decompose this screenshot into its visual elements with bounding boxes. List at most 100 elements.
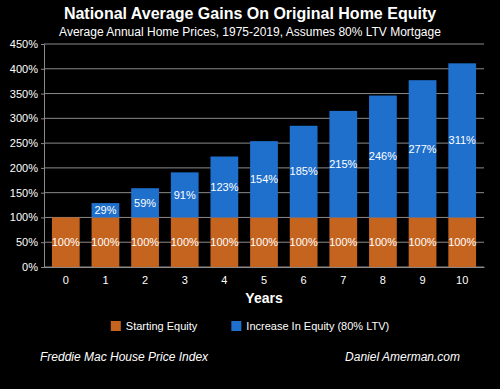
- y-tick: 0%: [22, 261, 44, 273]
- y-tick: 50%: [16, 236, 44, 248]
- data-label: 100%: [329, 236, 357, 248]
- y-tick-mark: [41, 217, 44, 218]
- x-tick-label: 0: [63, 274, 69, 286]
- y-tick: 250%: [10, 137, 44, 149]
- x-tick: 5: [261, 274, 267, 286]
- y-tick-mark: [41, 168, 44, 169]
- bar: [409, 217, 437, 267]
- bar: [131, 188, 159, 217]
- y-tick: 350%: [10, 88, 44, 100]
- bar: [448, 217, 476, 267]
- y-tick: 200%: [10, 162, 44, 174]
- chart: National Average Gains On Original Home …: [0, 0, 500, 389]
- x-tick-label: 8: [380, 274, 386, 286]
- bar: [92, 217, 120, 267]
- data-label: 246%: [369, 150, 397, 162]
- y-tick-mark: [41, 44, 44, 45]
- y-tick-label: 150%: [10, 187, 38, 199]
- bar: [171, 172, 199, 217]
- data-label: 100%: [448, 236, 476, 248]
- background: [0, 0, 500, 389]
- legend-swatch: [111, 321, 121, 331]
- y-tick-mark: [41, 267, 44, 268]
- grid: [44, 44, 484, 267]
- y-tick-mark: [41, 69, 44, 70]
- subtitle: Average Annual Home Prices, 1975-2019, A…: [59, 25, 441, 39]
- series-1: [92, 63, 477, 217]
- annotation: Freddie Mac House Price Index: [40, 350, 209, 364]
- y-tick: 450%: [10, 38, 44, 50]
- data-label: 185%: [290, 165, 318, 177]
- data-label: 311%: [449, 134, 477, 146]
- y-tick-label: 350%: [10, 88, 38, 100]
- y-tick-mark: [41, 143, 44, 144]
- x-tick: 4: [221, 274, 227, 286]
- y-tick-label: 250%: [10, 137, 38, 149]
- bar: [290, 126, 318, 218]
- bar: [210, 217, 238, 267]
- y-tick-mark: [41, 242, 44, 243]
- bar: [210, 156, 238, 217]
- data-label: 100%: [91, 236, 119, 248]
- data-label: 154%: [250, 173, 278, 185]
- x-tick: 9: [419, 274, 425, 286]
- y-axis: 0% 50% 100% 150% 200% 250% 300% 350% 400% 450%: [10, 38, 45, 273]
- x-tick-label: 3: [182, 274, 188, 286]
- data-label: 100%: [408, 236, 436, 248]
- y-tick-mark: [41, 118, 44, 119]
- data-label: 91%: [174, 189, 196, 201]
- x-tick-label: 7: [340, 274, 346, 286]
- y-tick: 300%: [10, 112, 44, 124]
- annotation: Daniel Amerman.com: [345, 350, 460, 364]
- bars: [52, 63, 476, 267]
- data-label: 100%: [131, 236, 159, 248]
- data-label: 100%: [290, 236, 318, 248]
- bar: [131, 217, 159, 267]
- data-label: 215%: [329, 158, 357, 170]
- x-tick-label: 2: [142, 274, 148, 286]
- data-label: 59%: [134, 197, 156, 209]
- y-tick-label: 50%: [16, 236, 38, 248]
- bar: [52, 217, 80, 267]
- x-tick-label: 9: [419, 274, 425, 286]
- bar: [250, 141, 278, 217]
- x-tick-label: 10: [456, 274, 468, 286]
- x-tick-label: 4: [221, 274, 227, 286]
- x-tick: 10: [456, 274, 468, 286]
- bar: [250, 217, 278, 267]
- x-tick: 1: [102, 274, 108, 286]
- y-tick: 400%: [10, 63, 44, 75]
- y-tick-label: 450%: [10, 38, 38, 50]
- legend-swatch: [231, 321, 241, 331]
- bar: [290, 217, 318, 267]
- data-label: 123%: [210, 181, 238, 193]
- y-tick: 100%: [10, 211, 44, 223]
- x-axis-line: [45, 267, 485, 268]
- y-tick: 150%: [10, 187, 44, 199]
- data-label: 29%: [94, 204, 116, 216]
- x-tick-label: 5: [261, 274, 267, 286]
- x-axis-title: Years: [245, 290, 283, 306]
- legend-item: Starting Equity: [111, 320, 198, 332]
- y-axis-line: [41, 45, 45, 268]
- y-tick-mark: [41, 193, 44, 194]
- bar: [448, 63, 476, 217]
- x-tick: 0: [63, 274, 69, 286]
- data-label: 100%: [250, 236, 278, 248]
- x-tick: 3: [182, 274, 188, 286]
- y-tick-label: 100%: [10, 211, 38, 223]
- bar: [329, 111, 357, 218]
- grid-line: [44, 44, 484, 45]
- bar: [92, 203, 120, 217]
- bar: [171, 217, 199, 267]
- data-label: 100%: [369, 236, 397, 248]
- x-tick-label: 6: [301, 274, 307, 286]
- grid-line: [44, 68, 484, 69]
- x-tick: 7: [340, 274, 346, 286]
- y-tick-label: 400%: [10, 63, 38, 75]
- legend-item: Increase In Equity (80% LTV): [231, 320, 389, 332]
- y-tick-mark: [41, 94, 44, 95]
- x-tick: 8: [380, 274, 386, 286]
- data-label: 277%: [408, 143, 436, 155]
- x-tick: 6: [301, 274, 307, 286]
